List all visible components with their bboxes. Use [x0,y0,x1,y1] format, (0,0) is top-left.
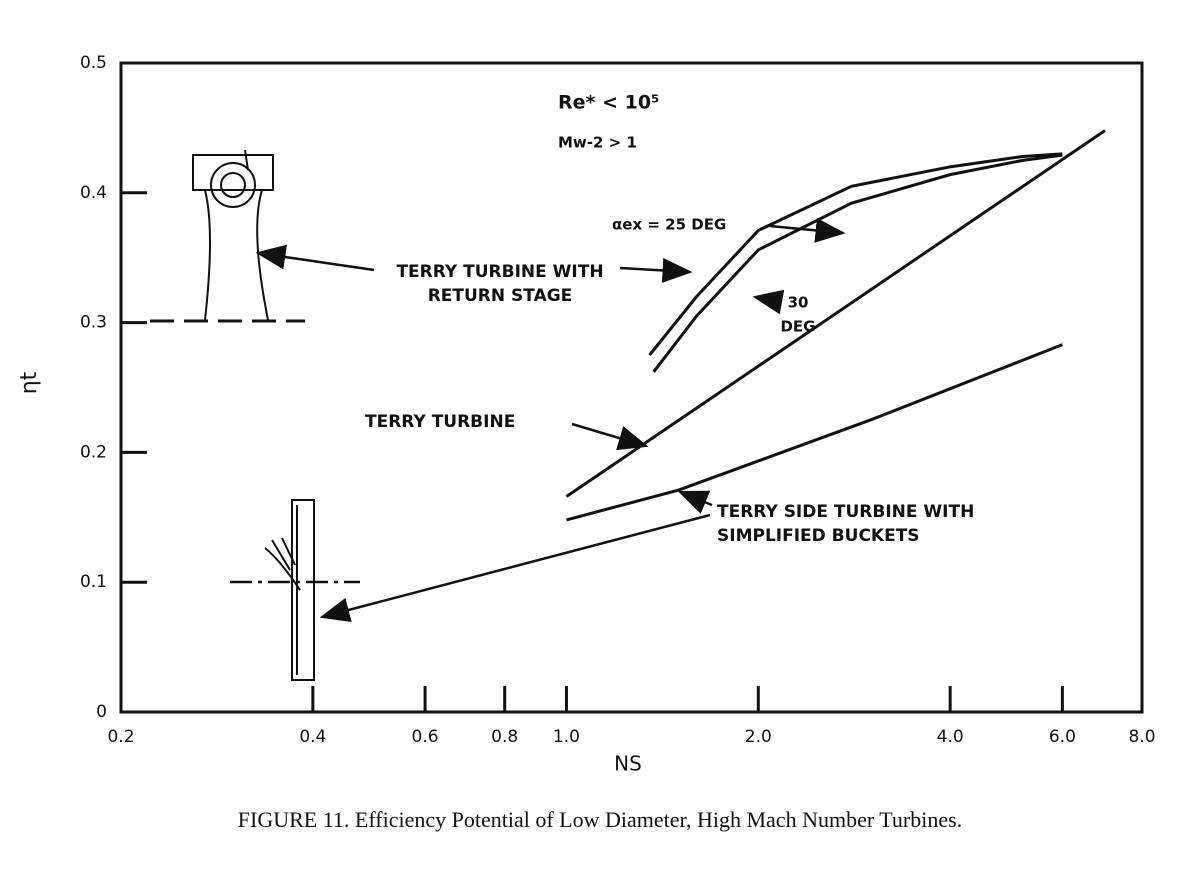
annotation-arrow [677,490,713,514]
y-tick-label: 0.4 [80,183,107,203]
y-tick-label: 0.2 [80,442,107,462]
x-tick-label: 4.0 [937,727,964,747]
annotation: 30 [788,294,809,312]
annotation: αex = 25 DEG [612,216,726,234]
annotation: Re* < 10⁵ [558,92,659,114]
curve [566,343,1063,522]
annotation-arrow [769,217,846,243]
y-tick-label: 0.3 [80,313,107,333]
x-tick-label: 8.0 [1128,727,1155,747]
return-stage-sketch [150,149,305,323]
annotation-arrow [319,513,711,623]
annotation: TERRY SIDE TURBINE WITH [717,502,974,522]
annotation: RETURN STAGE [428,286,573,306]
curve [648,152,1063,356]
x-tick-label: 6.0 [1049,727,1076,747]
annotation: Mw-2 > 1 [558,134,637,152]
annotation: TERRY TURBINE [365,412,515,432]
annotation: DEG [780,318,815,336]
curve [652,153,1063,373]
y-tick-label: 0.1 [80,572,107,592]
x-tick-label: 2.0 [745,727,772,747]
annotation-arrow [571,422,649,451]
x-tick-label: 0.2 [107,727,134,747]
x-tick-label: 0.8 [491,727,518,747]
annotation-arrow [752,289,785,315]
curve [565,129,1106,498]
annotation-arrow [255,244,375,272]
y-axis-label: ηt [17,371,42,394]
x-tick-label: 0.6 [412,727,439,747]
y-tick-label: 0.5 [80,53,107,73]
side-turbine-sketch [230,499,360,681]
caption: FIGURE 11. Efficiency Potential of Low D… [238,807,962,832]
plot-frame [119,61,1144,714]
annotation: SIMPLIFIED BUCKETS [717,526,920,546]
x-tick-label: 0.4 [299,727,326,747]
annotation-arrow [619,257,693,283]
x-axis-label: NS [614,752,642,776]
annotation: TERRY TURBINE WITH [396,262,603,282]
y-tick-label: 0 [96,702,107,722]
x-tick-label: 1.0 [553,727,580,747]
